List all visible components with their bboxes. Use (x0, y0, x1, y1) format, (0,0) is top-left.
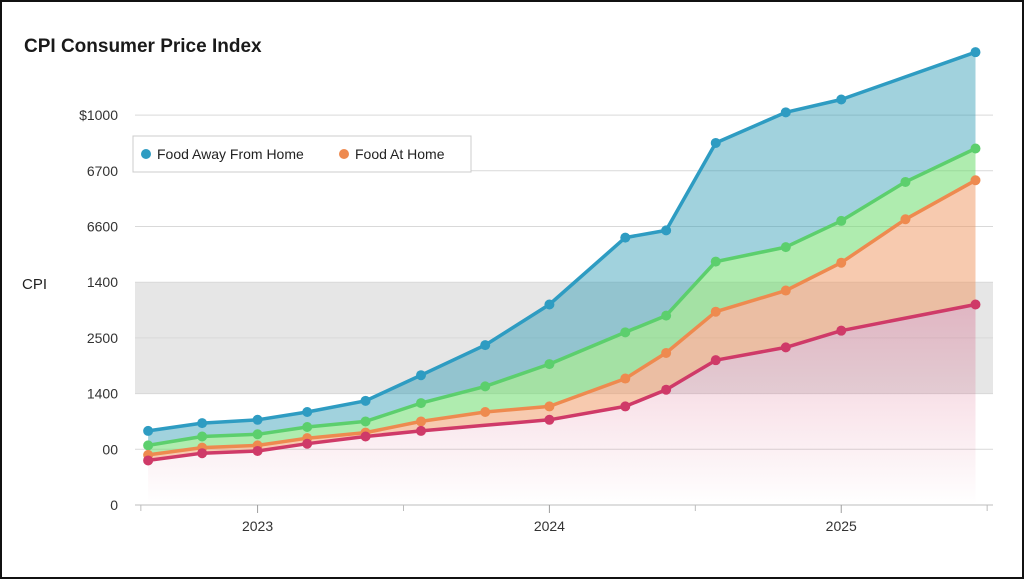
point-food-at-home (836, 257, 847, 268)
point-series-2 (710, 256, 721, 267)
chart-title: CPI Consumer Price Index (24, 36, 262, 57)
point-food-at-home (970, 175, 981, 186)
point-series-2 (836, 215, 847, 226)
y-tick-label: 0 (110, 497, 118, 513)
point-series-4 (143, 455, 154, 466)
point-food-at-home (661, 347, 672, 358)
point-series-4 (970, 299, 981, 310)
point-series-2 (661, 310, 672, 321)
y-tick-label: 6600 (87, 219, 118, 235)
point-food-away-from-home (302, 406, 313, 417)
point-food-away-from-home (480, 340, 491, 351)
point-series-2 (780, 242, 791, 253)
x-tick-label: 2024 (534, 518, 565, 534)
point-series-2 (197, 431, 208, 442)
legend-marker (141, 149, 151, 159)
area-series-2 (148, 148, 976, 455)
area-food-away-from-home (148, 52, 976, 446)
point-series-2 (900, 176, 911, 187)
y-tick-label: 1400 (87, 274, 118, 290)
point-food-away-from-home (780, 107, 791, 118)
legend-label: Food At Home (355, 146, 445, 162)
area-food-at-home (148, 180, 976, 461)
point-food-away-from-home (661, 225, 672, 236)
y-tick-label: 2500 (87, 330, 118, 346)
legend-box (132, 135, 472, 173)
point-series-2 (360, 416, 371, 427)
point-food-away-from-home (970, 47, 981, 58)
point-food-away-from-home (197, 418, 208, 429)
point-series-4 (197, 448, 208, 459)
y-tick-label: 00 (102, 441, 118, 457)
point-series-2 (252, 429, 263, 440)
point-series-4 (252, 445, 263, 456)
point-food-away-from-home (252, 414, 263, 425)
point-series-4 (620, 401, 631, 412)
y-axis-title: CPI (22, 276, 47, 293)
point-food-at-home (620, 373, 631, 384)
point-food-away-from-home (143, 425, 154, 436)
point-series-4 (416, 425, 426, 436)
point-series-4 (302, 438, 313, 449)
point-food-at-home (900, 214, 911, 225)
point-series-2 (143, 440, 154, 451)
point-food-at-home (480, 406, 491, 417)
point-series-4 (836, 325, 847, 336)
point-food-away-from-home (710, 137, 721, 148)
point-food-at-home (710, 306, 721, 317)
point-food-away-from-home (360, 395, 371, 406)
point-series-4 (544, 414, 555, 425)
legend-marker (339, 149, 349, 159)
x-tick-label: 2025 (826, 518, 857, 534)
y-tick-label: 1400 (87, 386, 118, 402)
point-series-4 (661, 384, 672, 395)
y-tick-label: $1000 (79, 107, 118, 123)
y-tick-label: 6700 (87, 163, 118, 179)
point-series-2 (544, 359, 555, 370)
point-series-2 (970, 143, 981, 154)
area-series-4 (148, 304, 976, 505)
point-series-4 (360, 431, 371, 442)
point-food-away-from-home (544, 299, 555, 310)
x-tick-label: 2023 (242, 518, 273, 534)
point-series-2 (302, 422, 313, 433)
point-food-at-home (544, 401, 555, 412)
point-food-at-home (780, 285, 791, 296)
point-series-2 (416, 398, 426, 409)
point-food-away-from-home (416, 370, 426, 381)
point-food-at-home (416, 416, 426, 427)
point-series-4 (710, 355, 721, 366)
point-food-away-from-home (836, 94, 847, 105)
point-series-2 (620, 327, 631, 338)
point-series-2 (480, 381, 491, 392)
legend-label: Food Away From Home (157, 146, 304, 162)
point-food-away-from-home (620, 232, 631, 243)
point-series-4 (780, 342, 791, 353)
